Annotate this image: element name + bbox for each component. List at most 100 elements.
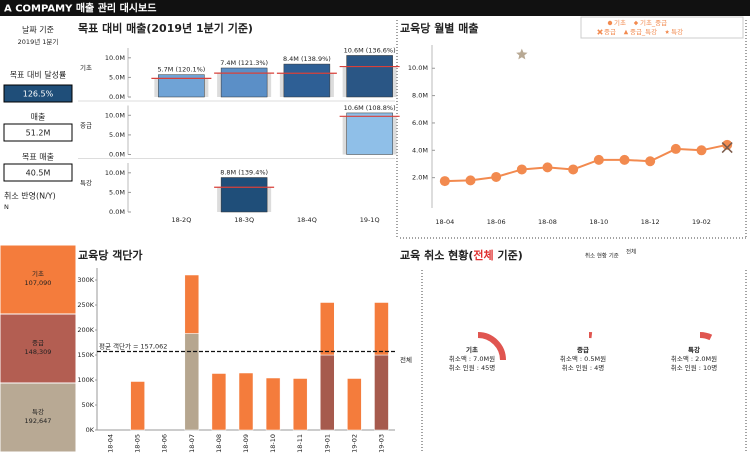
point [670, 143, 681, 154]
x-tick-label: 19-1Q [360, 216, 380, 224]
y-tick-label: 0.0M [109, 93, 125, 101]
page-title: A COMPAMY 매출 관리 대시보드 [4, 2, 156, 15]
point [542, 162, 553, 173]
bar-segment [184, 333, 200, 431]
legend-label: 특강 [671, 27, 683, 36]
filter-value: 전체 [626, 248, 636, 256]
value-label: 8.4M (138.9%) [283, 55, 331, 63]
summary-block [0, 382, 77, 453]
point [619, 154, 630, 165]
point [645, 156, 656, 167]
title-part: 전체 [473, 248, 493, 262]
summary-block [0, 244, 77, 315]
chart-title: 교육당 월별 매출 [400, 21, 479, 35]
legend-box [580, 16, 744, 39]
bar-segment [374, 302, 389, 356]
x-tick-label: 18-04 [107, 434, 115, 453]
x-tick-label: 18-12 [641, 218, 660, 226]
gauge-name: 기초 [466, 345, 478, 354]
value-label: 10.6M (136.6%) [344, 46, 396, 54]
summary-name: 기초 [32, 269, 44, 278]
y-tick-label: 250K [77, 301, 94, 309]
date-label: 날짜 기준 [22, 25, 54, 35]
gauge-name: 중급 [577, 346, 589, 354]
x-tick-label: 18-06 [487, 218, 506, 226]
y-tick-label: 5.0M [109, 73, 125, 81]
y-tick-label: 50K [81, 401, 94, 409]
value-label: 8.8M (139.4%) [220, 169, 268, 177]
y-tick-label: 6.0M [412, 119, 428, 127]
kpi-box [3, 163, 73, 182]
gauge-arc [477, 332, 506, 361]
point [491, 171, 502, 182]
kpi-label: 목표 대비 달성률 [10, 71, 67, 80]
filter-label: 취소 현황 기준 [585, 252, 619, 260]
x-tick-label: 18-2Q [171, 216, 191, 224]
panel-label: 특강 [80, 178, 92, 187]
point [439, 176, 450, 187]
gauge-amount: 취소액 : 7.0M원 [449, 354, 495, 363]
x-tick-label: 18-06 [161, 434, 169, 453]
summary-name: 중급 [32, 339, 44, 347]
x-tick-label: 19-02 [350, 434, 358, 453]
y-tick-label: 200K [77, 326, 94, 334]
value-label: 7.4M (121.3%) [220, 59, 268, 67]
gauge-amount: 취소액 : 0.5M원 [560, 354, 606, 363]
bar-segment [184, 274, 200, 334]
kpi-box [3, 84, 73, 103]
kpi-box [3, 123, 73, 142]
x-tick-label: 18-09 [242, 434, 250, 453]
bar [220, 67, 268, 98]
bar-segment [292, 378, 308, 431]
point [465, 175, 476, 186]
y-tick-label: 5.0M [109, 188, 125, 196]
y-tick-label: 8.0M [412, 92, 428, 100]
y-tick-label: 0.0M [109, 151, 125, 159]
point [722, 139, 733, 150]
point [593, 154, 604, 165]
kpi-value: 40.5M [26, 169, 51, 178]
gauge-amount: 취소액 : 2.0M원 [671, 354, 717, 363]
legend-marker [597, 29, 603, 35]
chart-title: 목표 대비 매출(2019년 1분기 기준) [78, 21, 253, 35]
average-label: 평균 객단가 = 157,062 [99, 341, 167, 350]
x-tick-label: 19-01 [323, 434, 331, 453]
summary-name: 특강 [32, 407, 44, 416]
y-tick-label: 10.0M [105, 169, 125, 177]
bar [283, 63, 331, 98]
bar-segment [211, 373, 227, 431]
y-tick-label: 10.0M [105, 54, 125, 62]
point [516, 164, 527, 175]
y-tick-label: 5.0M [109, 131, 125, 139]
y-tick-label: 10.0M [105, 111, 125, 119]
x-tick-label: 18-04 [435, 218, 454, 226]
x-tick-label: 18-4Q [297, 216, 317, 224]
y-tick-label: 0.0M [109, 208, 125, 216]
y-tick-label: 150K [77, 351, 94, 359]
x-tick-label: 18-10 [589, 218, 608, 226]
legend-label: 기초 [614, 18, 626, 27]
chart-title: 교육당 객단가 [78, 248, 143, 262]
value-label: 5.7M (120.1%) [157, 66, 205, 74]
x-tick-label: 18-10 [269, 434, 277, 453]
x-tick-label: 19-02 [692, 218, 711, 226]
summary-value: 107,090 [25, 279, 52, 287]
bar-segment [130, 381, 145, 431]
value-label: 10.6M (108.8%) [344, 104, 396, 112]
title-part: 교육 취소 현황( [400, 248, 473, 262]
y-tick-label: 10.0M [408, 64, 428, 72]
y-tick-label: 100K [77, 376, 94, 384]
bar [346, 112, 393, 155]
bar-segment [320, 302, 335, 356]
gauge-name: 특강 [688, 345, 700, 354]
cancel-label: 취소 반영(N/Y) [4, 191, 56, 201]
summary-value: 148,309 [25, 348, 52, 356]
x-tick-label: 18-3Q [234, 216, 254, 224]
bar [346, 55, 393, 98]
title-part: 기준) [494, 248, 523, 262]
x-tick-label: 18-07 [188, 434, 196, 453]
kpi-value: 51.2M [26, 129, 51, 138]
y-tick-label: 4.0M [412, 146, 428, 154]
gauge-count: 취소 인원 : 45명 [449, 363, 496, 372]
gauge-count: 취소 인원 : 4명 [562, 363, 604, 372]
